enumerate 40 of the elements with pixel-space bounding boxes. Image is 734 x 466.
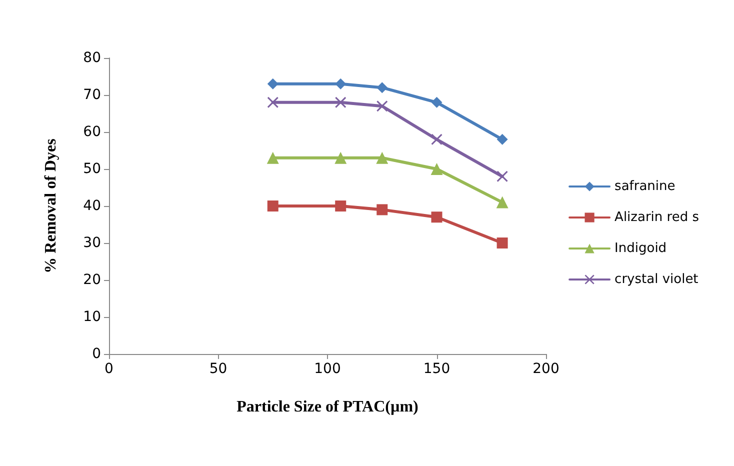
x-tick-label: 200 bbox=[532, 361, 560, 377]
legend-label: Alizarin red s bbox=[614, 210, 700, 225]
point bbox=[496, 238, 508, 248]
point bbox=[431, 134, 442, 145]
point bbox=[376, 152, 388, 164]
y-tick-label: 50 bbox=[83, 161, 101, 177]
x-tick-label: 0 bbox=[104, 361, 114, 377]
point bbox=[376, 100, 388, 112]
x-tick-label: 150 bbox=[423, 361, 450, 377]
y-tick-label: 70 bbox=[83, 87, 101, 103]
y-tick-label: 80 bbox=[83, 50, 101, 66]
point bbox=[335, 78, 346, 90]
x-tick-label: 50 bbox=[209, 361, 228, 377]
point bbox=[266, 152, 279, 164]
legend-label: Indigoid bbox=[614, 241, 667, 256]
y-tick-label: 0 bbox=[92, 346, 101, 362]
point bbox=[376, 204, 388, 216]
y-tick-label: 10 bbox=[83, 309, 101, 325]
point bbox=[267, 200, 278, 212]
y-axis-title: % Removal of Dyes bbox=[42, 138, 60, 274]
legend-label: crystal violet bbox=[614, 272, 698, 287]
point bbox=[430, 163, 443, 175]
point bbox=[267, 96, 278, 108]
x-axis-title: Particle Size of PTAC(µm) bbox=[236, 398, 418, 416]
point bbox=[267, 78, 278, 90]
y-tick-label: 30 bbox=[83, 235, 101, 251]
point bbox=[431, 96, 442, 108]
point bbox=[335, 96, 346, 108]
point bbox=[496, 134, 508, 145]
legend-label: safranine bbox=[614, 179, 676, 194]
point bbox=[431, 212, 442, 223]
point bbox=[334, 152, 347, 164]
point bbox=[496, 196, 508, 208]
point bbox=[335, 200, 346, 212]
y-tick-label: 60 bbox=[83, 124, 101, 140]
y-tick-label: 40 bbox=[83, 198, 101, 214]
y-tick-label: 20 bbox=[83, 272, 101, 288]
point bbox=[376, 82, 388, 94]
x-tick-label: 100 bbox=[314, 361, 341, 377]
point bbox=[496, 170, 508, 182]
